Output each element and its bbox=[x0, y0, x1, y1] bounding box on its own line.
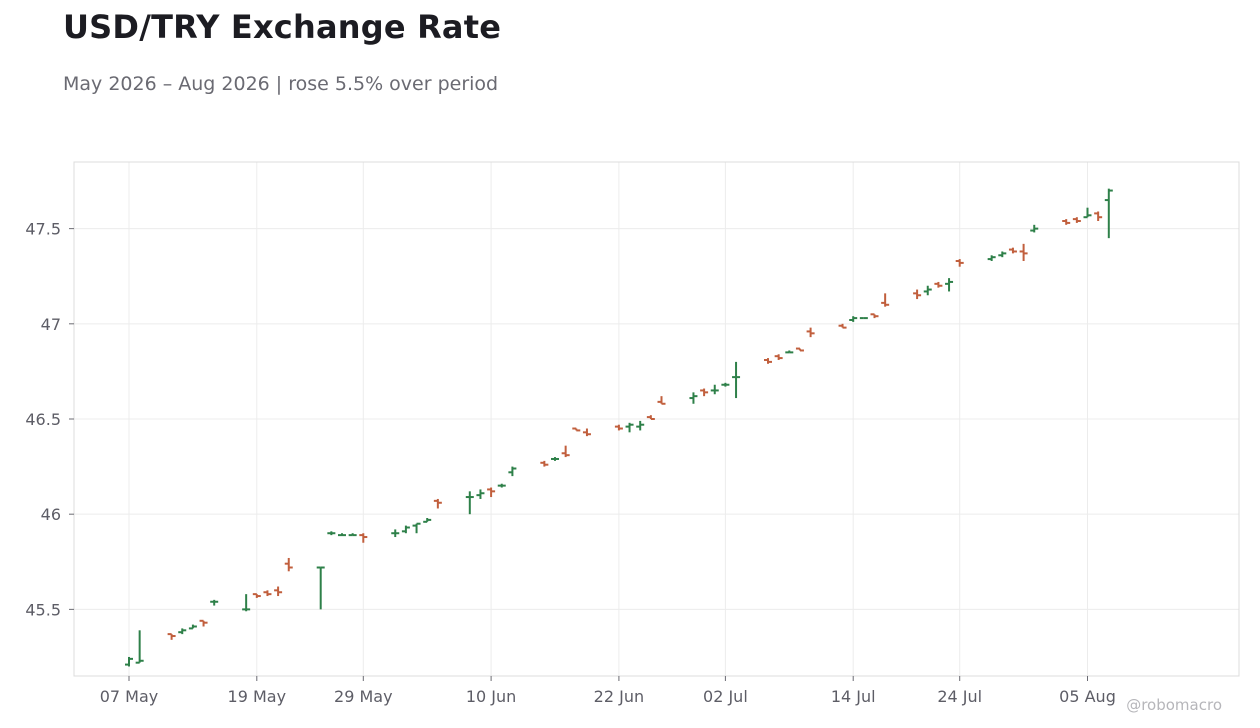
ohlc-bar bbox=[764, 358, 772, 364]
ohlc-bar bbox=[412, 522, 421, 534]
ohlc-bar bbox=[923, 285, 932, 296]
ohlc-bar bbox=[732, 361, 741, 399]
ohlc-bar bbox=[391, 529, 400, 538]
grid-layer bbox=[74, 162, 1239, 676]
ohlc-bar bbox=[795, 347, 804, 352]
ohlc-bar bbox=[689, 392, 698, 404]
y-tick-label: 45.5 bbox=[25, 600, 61, 619]
ohlc-bar bbox=[721, 382, 730, 387]
ohlc-bar bbox=[327, 531, 336, 536]
ohlc-bar bbox=[1083, 207, 1092, 219]
ohlc-bar bbox=[1030, 224, 1039, 233]
ohlc-bar bbox=[167, 633, 176, 640]
ohlc-bar bbox=[210, 599, 219, 606]
ohlc-bar bbox=[1062, 219, 1071, 225]
ohlc-bar bbox=[401, 525, 410, 534]
ohlc-bar bbox=[646, 415, 655, 420]
ohlc-bar bbox=[774, 354, 783, 360]
ohlc-bar bbox=[934, 281, 943, 288]
ohlc-bar bbox=[625, 422, 634, 433]
ohlc-bar bbox=[284, 557, 293, 572]
ohlc-bar bbox=[1094, 211, 1103, 222]
ohlc-bar bbox=[870, 313, 879, 319]
ohlc-bar bbox=[998, 251, 1007, 258]
x-tick-label: 07 May bbox=[100, 687, 159, 706]
x-tick-label: 10 Jun bbox=[466, 687, 516, 706]
ohlc-bar bbox=[700, 388, 709, 397]
watermark: @robomacro bbox=[1126, 696, 1222, 714]
x-tick-label: 02 Jul bbox=[703, 687, 748, 706]
x-tick-label: 14 Jul bbox=[831, 687, 876, 706]
ohlc-bar bbox=[188, 624, 197, 630]
ohlc-bar bbox=[785, 350, 794, 354]
ohlc-bar bbox=[338, 533, 346, 537]
x-tick-label: 24 Jul bbox=[937, 687, 982, 706]
ohlc-bar bbox=[636, 420, 645, 431]
ohlc-bar bbox=[710, 384, 719, 395]
ohlc-bar bbox=[913, 289, 922, 300]
ohlc-bar bbox=[487, 487, 496, 498]
ohlc-bar bbox=[508, 466, 517, 477]
ohlc-bar bbox=[252, 593, 261, 598]
ohlc-bar bbox=[657, 396, 666, 405]
ohlc-bar bbox=[263, 590, 272, 597]
ohlc-bar bbox=[135, 630, 144, 664]
chart-subtitle: May 2026 – Aug 2026 | rose 5.5% over per… bbox=[63, 73, 499, 95]
ohlc-bar bbox=[1008, 247, 1017, 254]
ohlc-bar bbox=[614, 424, 623, 431]
ohlc-bar bbox=[551, 457, 559, 461]
ohlc-bar bbox=[476, 489, 485, 499]
ohlc-bar bbox=[955, 259, 964, 267]
ohlc-bar bbox=[465, 491, 474, 515]
ohlc-bar bbox=[945, 278, 954, 292]
ohlc-bar bbox=[423, 517, 432, 523]
y-tick-label: 46.5 bbox=[25, 410, 61, 429]
ohlc-bar bbox=[582, 428, 591, 437]
x-axis-ticks: 07 May 19 May 29 May 10 Jun 22 Jun 02 Jul 14 J… bbox=[100, 676, 1116, 706]
ohlc-bar bbox=[274, 586, 283, 597]
ohlc-bar bbox=[348, 533, 357, 537]
ohlc-bar bbox=[838, 323, 847, 329]
ohlc-bar bbox=[1019, 243, 1028, 261]
y-tick-label: 47 bbox=[41, 315, 61, 334]
y-tick-label: 46 bbox=[41, 505, 61, 524]
ohlc-bar bbox=[125, 656, 133, 667]
x-tick-label: 19 May bbox=[228, 687, 287, 706]
bars-layer bbox=[125, 188, 1113, 667]
ohlc-bar bbox=[359, 533, 368, 543]
ohlc-bar bbox=[1072, 217, 1081, 223]
ohlc-bar bbox=[433, 498, 442, 509]
ohlc-bar bbox=[497, 483, 506, 488]
ohlc-bar bbox=[540, 460, 549, 467]
ohlc-bar bbox=[1104, 188, 1113, 239]
ohlc-bar bbox=[316, 566, 325, 610]
chart-title: USD/TRY Exchange Rate bbox=[63, 8, 502, 46]
ohlc-bar bbox=[561, 445, 570, 458]
y-axis-ticks: 45.5 46 46.5 47 47.5 bbox=[25, 220, 74, 619]
x-tick-label: 22 Jun bbox=[594, 687, 644, 706]
ohlc-bar bbox=[572, 427, 581, 432]
ohlc-bar bbox=[987, 255, 996, 261]
x-tick-label: 29 May bbox=[334, 687, 393, 706]
ohlc-bar bbox=[881, 293, 890, 307]
ohlc-bar bbox=[242, 594, 251, 612]
ohlc-bar bbox=[178, 628, 187, 635]
ohlc-bar bbox=[806, 327, 815, 338]
x-tick-label: 05 Aug bbox=[1059, 687, 1116, 706]
ohlc-bar bbox=[849, 316, 858, 322]
ohlc-bar bbox=[199, 619, 208, 627]
y-tick-label: 47.5 bbox=[25, 220, 61, 239]
